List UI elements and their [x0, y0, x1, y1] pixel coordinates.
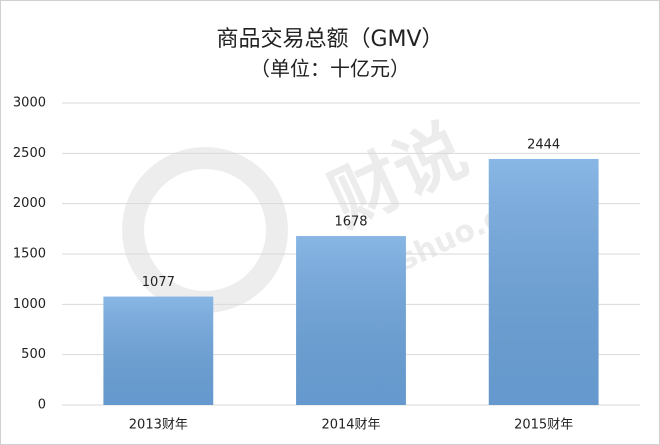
y-tick-label: 1000 [13, 297, 46, 312]
bar [296, 236, 406, 405]
value-label: 1678 [334, 215, 367, 230]
y-tick-label: 3000 [13, 96, 46, 111]
y-tick-label: 0 [38, 398, 46, 413]
chart-subtitle: （单位：十亿元） [250, 57, 410, 81]
y-tick-label: 2000 [13, 196, 46, 211]
y-tick-label: 500 [21, 347, 46, 362]
value-label: 1077 [142, 275, 175, 290]
bar [488, 158, 599, 405]
value-label: 2444 [527, 137, 560, 152]
x-tick-label: 2015财年 [514, 418, 573, 433]
x-tick-label: 2013财年 [129, 418, 188, 433]
bar [103, 296, 214, 405]
x-tick-label: 2014财年 [321, 418, 380, 433]
y-tick-label: 2500 [13, 146, 46, 161]
chart-title: 商品交易总额（GMV） [216, 27, 443, 52]
y-tick-label: 1500 [13, 247, 46, 262]
